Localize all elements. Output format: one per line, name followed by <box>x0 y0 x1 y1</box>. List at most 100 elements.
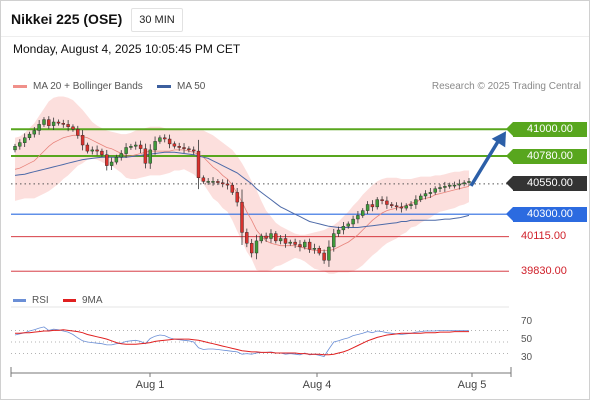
candle-body <box>298 244 302 248</box>
candle <box>385 196 389 209</box>
candle <box>18 139 22 150</box>
candle-body <box>356 215 360 220</box>
bollinger-band-area <box>15 96 469 274</box>
rsi-level-30: 30 <box>521 352 533 363</box>
candle <box>133 141 138 150</box>
candle-body <box>307 241 312 250</box>
candle <box>95 145 99 156</box>
candle <box>42 117 46 127</box>
legend-bollinger: MA 20 + Bollinger Bands <box>13 81 143 92</box>
candle-body <box>293 241 297 245</box>
candle <box>80 129 85 151</box>
candle-body <box>278 238 283 242</box>
candle-body <box>80 135 85 146</box>
candle-body <box>457 183 461 186</box>
candle-body <box>448 184 452 187</box>
candle-body <box>133 144 138 147</box>
candle-body <box>27 133 32 138</box>
candle-body <box>18 142 22 147</box>
candle-body <box>249 243 254 254</box>
candle <box>303 239 307 250</box>
candle <box>66 120 70 132</box>
level-tag-support: 40115.00 <box>521 230 567 243</box>
candle <box>211 177 215 186</box>
candle-body <box>423 193 428 197</box>
candle <box>351 215 355 228</box>
candle <box>235 187 239 207</box>
candle <box>114 154 119 165</box>
candle-body <box>114 156 119 163</box>
interval-selector[interactable]: 30 MIN <box>131 8 183 32</box>
candle-body <box>399 206 404 209</box>
candle <box>370 200 375 212</box>
candle-body <box>428 192 433 194</box>
candle <box>462 180 466 187</box>
candle <box>105 149 109 171</box>
candle-body <box>143 148 148 164</box>
candle-body <box>71 126 75 130</box>
ma50-swatch <box>157 85 171 88</box>
candle-body <box>211 181 215 183</box>
candle-body <box>336 229 341 234</box>
candle <box>71 124 75 132</box>
candle <box>230 182 235 195</box>
x-label-aug-1: Aug 1 <box>135 379 165 391</box>
candle-body <box>394 205 399 208</box>
candle <box>85 142 90 154</box>
header-divider <box>1 36 589 37</box>
legend-rsi-ma-label: 9MA <box>82 295 103 306</box>
candle-body <box>148 149 152 164</box>
candle <box>356 211 360 224</box>
candle <box>182 143 186 154</box>
candle <box>399 202 404 213</box>
legend-rsi-ma: 9MA <box>63 295 103 306</box>
candle-body <box>119 153 124 158</box>
candle <box>409 201 413 210</box>
candle-body <box>240 201 244 233</box>
rsi-ma-swatch <box>63 299 76 302</box>
candle-body <box>66 124 70 128</box>
candle-body <box>380 199 384 202</box>
candle <box>312 243 317 254</box>
candle <box>428 187 433 198</box>
candle <box>100 148 104 158</box>
legend-bollinger-label: MA 20 + Bollinger Bands <box>33 81 143 92</box>
candle <box>336 226 341 238</box>
candle <box>394 202 399 211</box>
candle <box>390 202 394 209</box>
candle-body <box>365 204 370 211</box>
candle-body <box>264 235 268 239</box>
candle <box>27 131 32 141</box>
candle <box>375 197 379 210</box>
candle-body <box>76 129 80 136</box>
candle <box>274 231 278 244</box>
candle <box>13 143 17 153</box>
candle <box>249 238 254 258</box>
candle <box>37 120 41 135</box>
candle-body <box>351 218 355 225</box>
candle <box>76 125 80 139</box>
candle-body <box>182 147 186 149</box>
candle <box>47 116 51 130</box>
candle <box>307 238 312 253</box>
level-tag-last: 40550.00 <box>506 176 587 192</box>
level-tag-resistance: 41000.00 <box>506 121 587 137</box>
candle <box>177 142 181 151</box>
candle <box>216 179 220 186</box>
candle-body <box>462 182 466 185</box>
target-arrow-head <box>491 131 506 148</box>
candle-body <box>404 205 408 209</box>
candle-body <box>332 233 336 248</box>
candle-body <box>162 137 167 140</box>
candle-body <box>370 204 375 208</box>
candle-body <box>13 146 17 151</box>
candle-body <box>124 147 128 154</box>
candle <box>90 146 95 155</box>
candle-body <box>37 124 41 131</box>
candle <box>138 140 143 154</box>
candle <box>278 235 283 245</box>
candle-body <box>167 138 172 145</box>
candle-body <box>56 121 61 124</box>
candle <box>341 221 346 235</box>
candle-body <box>95 149 99 152</box>
